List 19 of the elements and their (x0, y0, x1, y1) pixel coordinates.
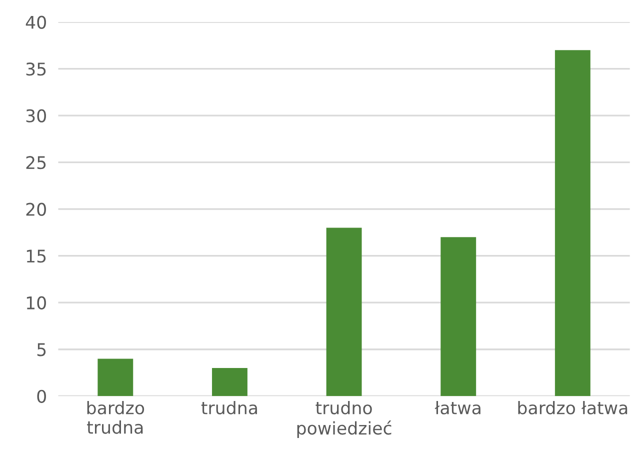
bar (554, 50, 590, 396)
x-tick-label: trudna (201, 400, 257, 414)
bar (98, 358, 134, 396)
y-tick-label: 20 (26, 202, 46, 216)
y-tick-label: 15 (26, 250, 46, 263)
bar (212, 368, 248, 396)
y-tick-label: 30 (26, 109, 46, 122)
y-tick-label: 5 (37, 343, 46, 356)
x-tick-label: trudno powiedzieć (297, 400, 392, 438)
x-tick-label: bardzo łatwa (518, 400, 628, 414)
bar (440, 237, 476, 396)
y-tick-label: 25 (26, 156, 46, 170)
bar (326, 228, 362, 396)
y-tick-label: 10 (26, 296, 46, 310)
y-tick-label: 0 (37, 390, 46, 403)
y-tick-label: 40 (26, 16, 46, 29)
x-tick-label: bardzo trudna (87, 400, 144, 434)
y-tick-label: 35 (26, 62, 46, 76)
x-tick-label: łatwa (434, 400, 480, 414)
